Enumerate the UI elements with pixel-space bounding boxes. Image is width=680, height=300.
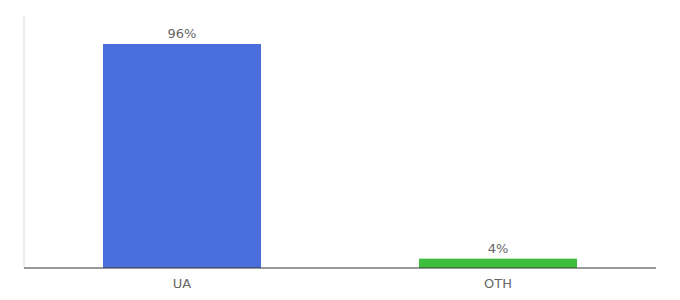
data-label: 96% <box>168 26 197 41</box>
bar <box>419 259 577 268</box>
chart-container: 96% 4% UA OTH <box>0 0 680 300</box>
data-label: 4% <box>488 241 509 256</box>
bar <box>103 44 261 268</box>
y-axis-line <box>24 16 25 268</box>
chart-svg: 96% 4% UA OTH <box>0 0 680 300</box>
bars <box>103 44 577 268</box>
x-axis-line <box>24 268 656 269</box>
x-tick-label: OTH <box>484 276 512 291</box>
plot-area: 96% 4% UA OTH <box>24 16 656 291</box>
x-tick-label: UA <box>173 276 192 291</box>
